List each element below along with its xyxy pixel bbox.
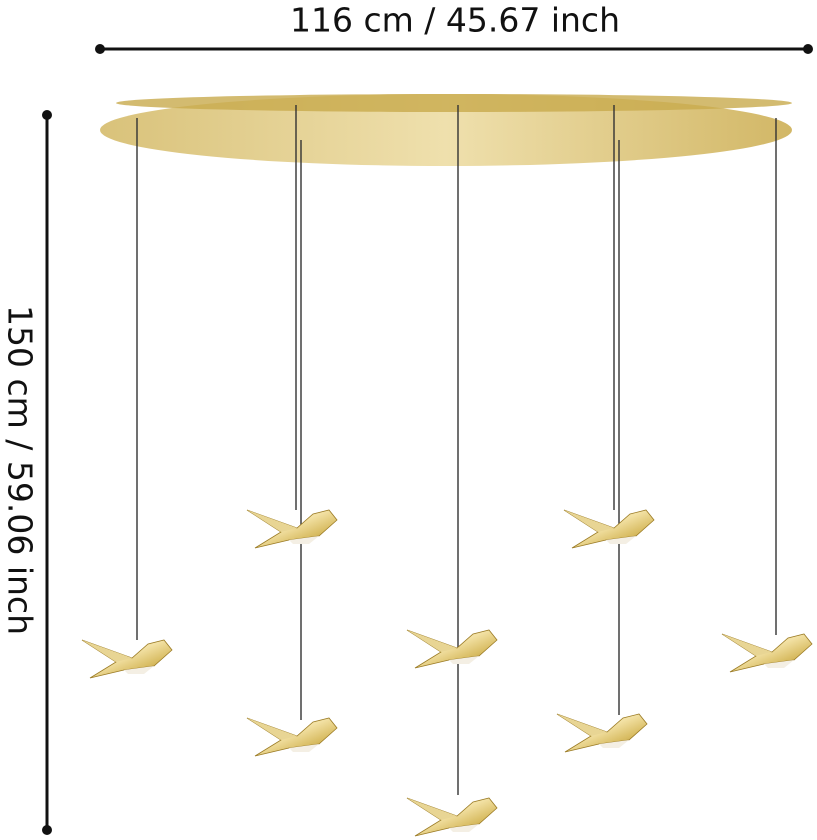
canopy (100, 94, 792, 166)
height-end (42, 110, 52, 120)
height-label: 150 cm / 59.06 inch (1, 305, 40, 635)
wires (136, 105, 777, 795)
width-end (803, 44, 813, 54)
birds (81, 509, 813, 837)
height-end (42, 825, 52, 835)
width-end (95, 44, 105, 54)
width-label: 116 cm / 45.67 inch (290, 1, 620, 40)
